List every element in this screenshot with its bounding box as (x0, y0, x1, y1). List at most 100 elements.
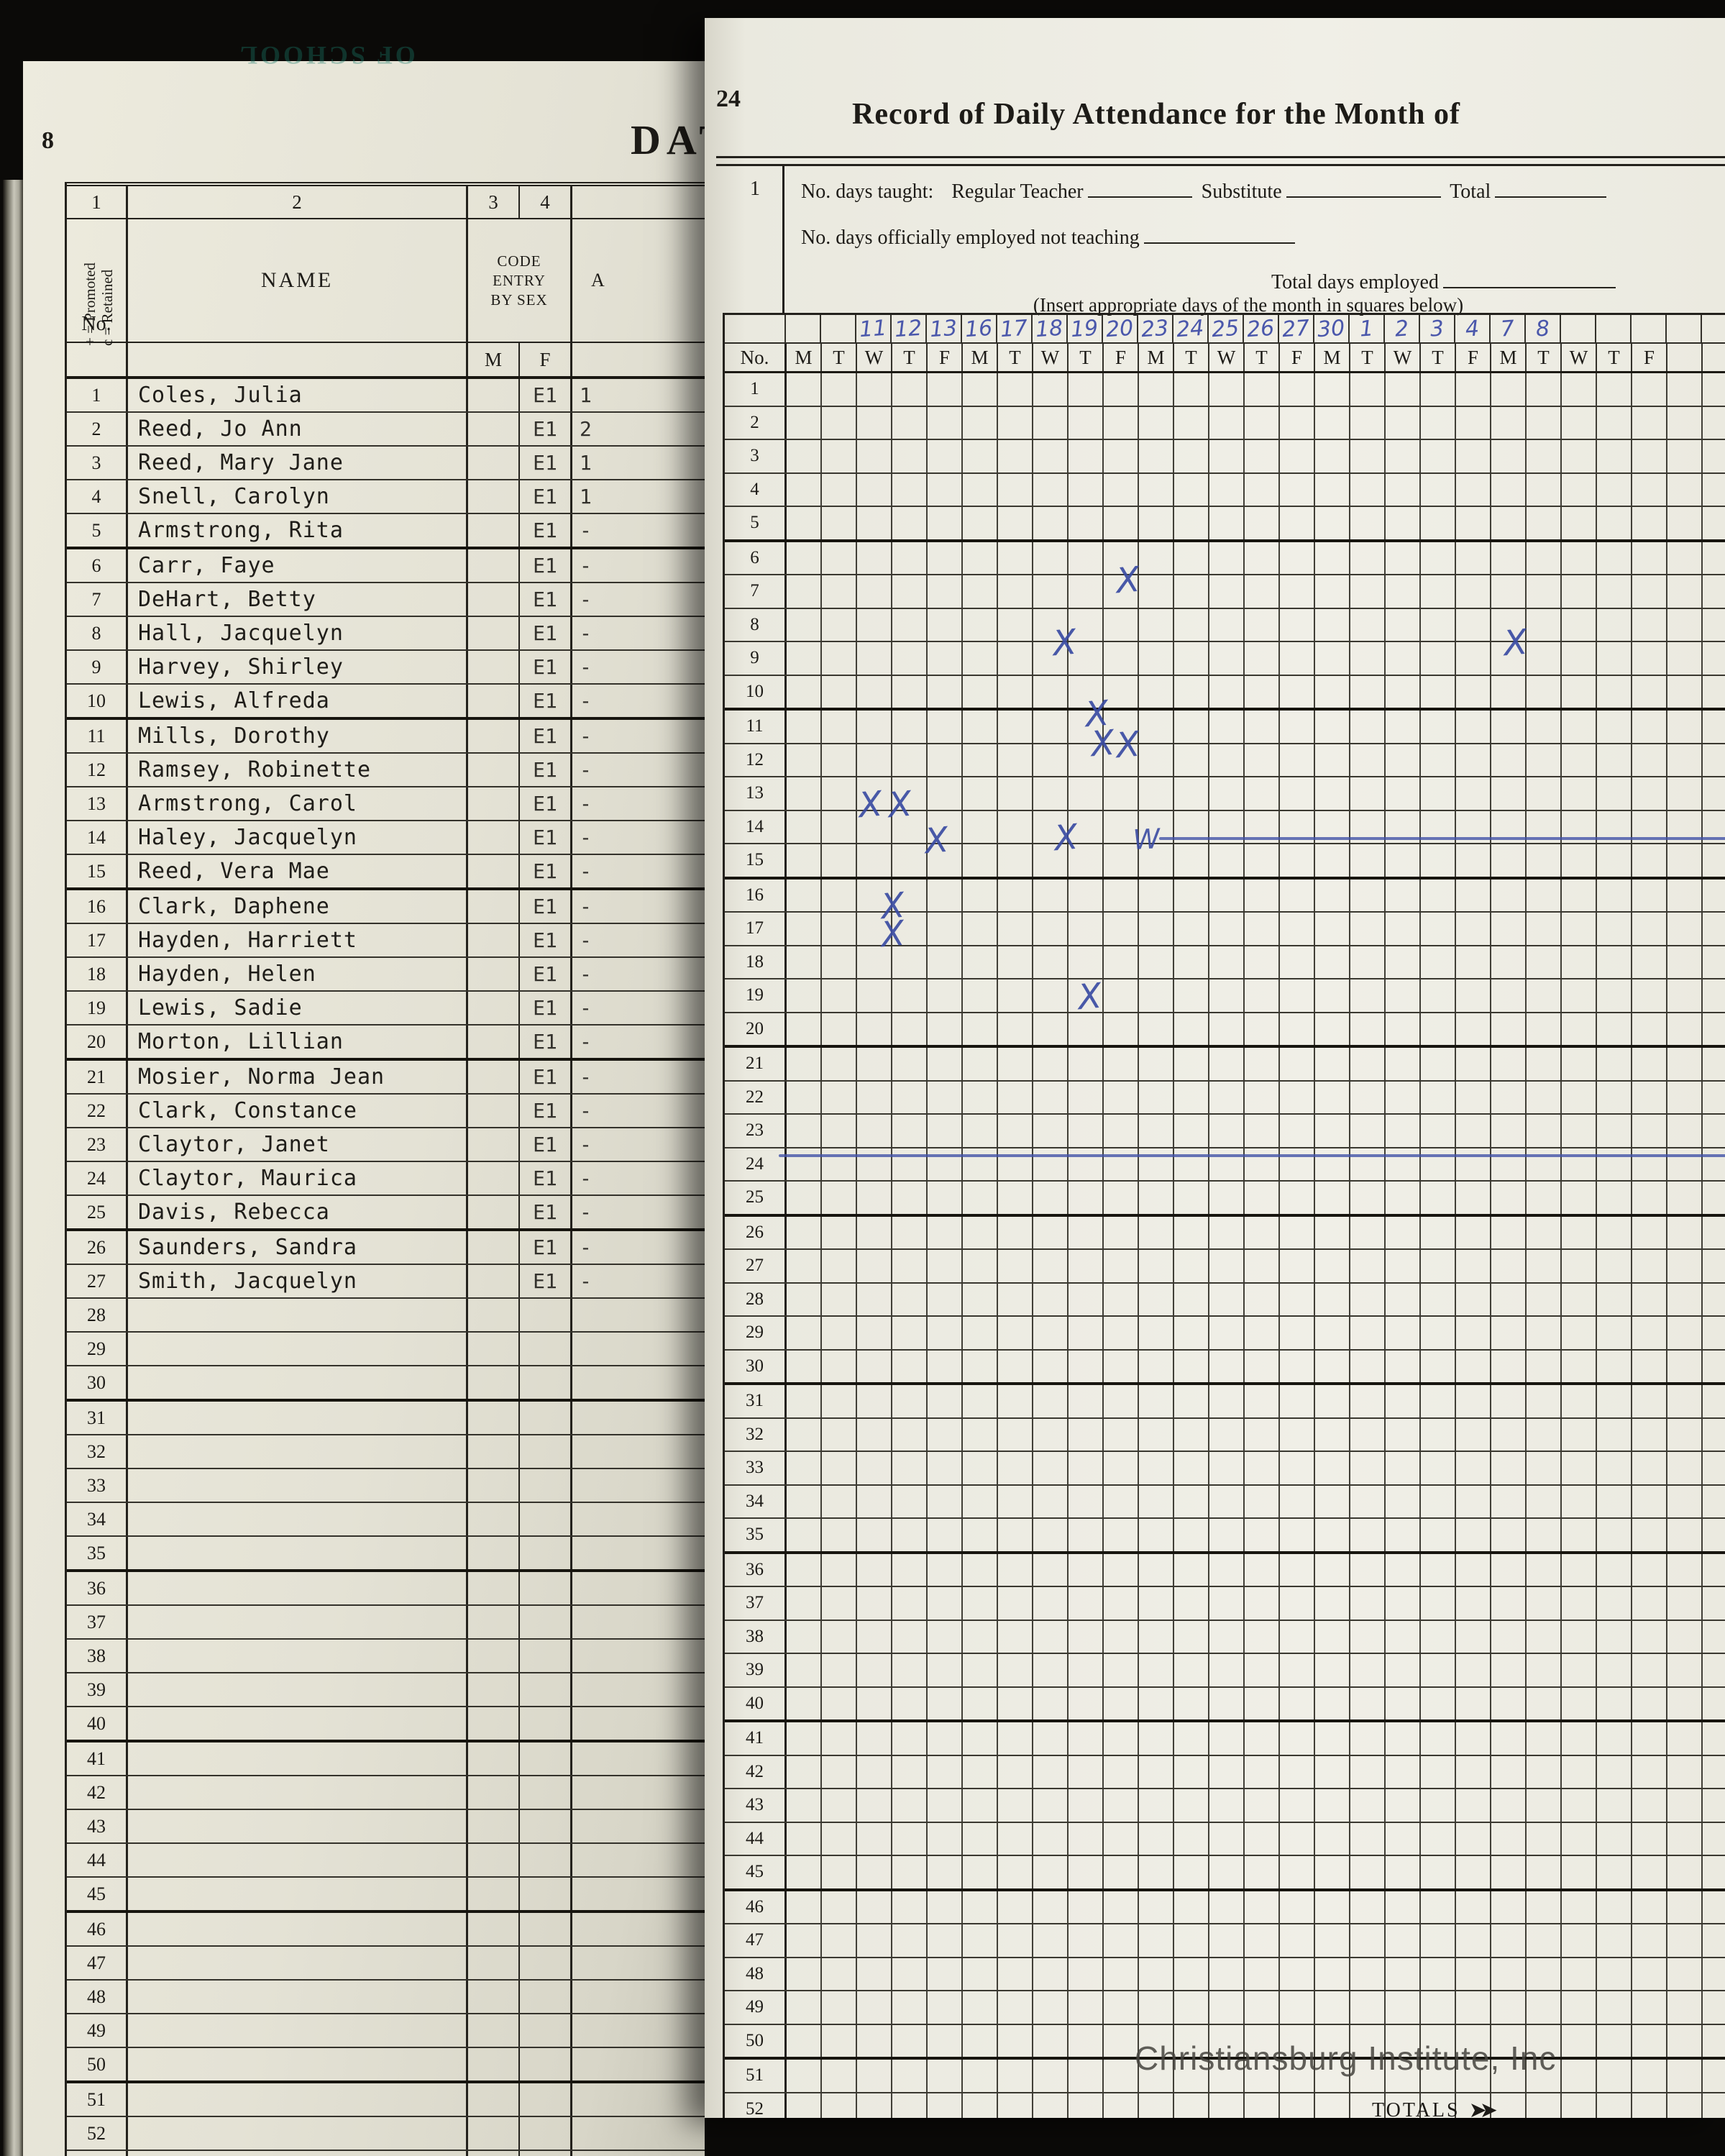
handwritten-date: 26 (1246, 315, 1276, 342)
row-number-cell: 2 (725, 406, 787, 439)
day-cell (1597, 1350, 1632, 1382)
row-number-cell: 2 (67, 413, 128, 445)
day-cell (1667, 1519, 1703, 1551)
day-cell (1527, 1216, 1562, 1248)
day-cell (822, 1250, 857, 1282)
day-cell (1527, 1856, 1562, 1888)
total-days-employed-line: Total days employed (1271, 270, 1620, 294)
day-cell (822, 1620, 857, 1653)
day-cell (1703, 1419, 1725, 1451)
day-cell (1632, 1317, 1667, 1349)
student-name-cell (128, 1981, 468, 2013)
day-cell (928, 406, 963, 439)
row-number-cell: 19 (725, 979, 787, 1012)
day-cell (787, 440, 822, 472)
day-cell (928, 913, 963, 945)
day-cell (1386, 1182, 1421, 1214)
day-cell (787, 608, 822, 641)
day-cell (822, 473, 857, 506)
day-cell (963, 1485, 998, 1517)
day-cell (1315, 1182, 1350, 1214)
day-cell (1527, 1587, 1562, 1620)
day-cell (1386, 608, 1421, 641)
day-cell (822, 1115, 857, 1147)
attendance-row: 50 (725, 2024, 1725, 2060)
day-cell (1280, 1891, 1315, 1923)
day-cell (1350, 608, 1386, 641)
day-cell (1562, 1350, 1597, 1382)
row-number-cell: 32 (67, 1435, 128, 1468)
day-cell (963, 2024, 998, 2057)
day-cell (1209, 1350, 1245, 1382)
weekday-letter: M (1147, 346, 1165, 368)
code-entry-value: E1 (533, 689, 557, 713)
day-cell (1245, 1620, 1280, 1653)
code-female-cell: E1 (520, 1231, 572, 1264)
row-number-cell: 32 (725, 1418, 787, 1451)
student-name-cell (128, 1402, 468, 1434)
register-row: 7 DeHart, Betty E1- (67, 583, 705, 617)
day-cell (1421, 507, 1456, 539)
day-cell (1350, 1350, 1386, 1382)
register-row: 11 Mills, Dorothy E1- (67, 720, 705, 754)
student-name: Hall, Jacquelyn (138, 621, 344, 646)
day-cell (787, 1891, 822, 1923)
day-cell (1209, 879, 1245, 911)
day-cell (1245, 1350, 1280, 1382)
weekday-cell: T (1350, 344, 1386, 371)
day-cell (857, 1350, 892, 1382)
register-row: 3 Reed, Mary Jane E1 1 (67, 447, 705, 480)
row-number-cell: 17 (67, 924, 128, 956)
clipped-header-glyph: A (591, 270, 605, 291)
day-cell (1456, 675, 1491, 708)
day-cell (1421, 1924, 1456, 1957)
weekday-letter: M (1499, 346, 1517, 368)
day-cell (1315, 777, 1350, 810)
day-cell (1667, 1317, 1703, 1349)
day-cell (928, 946, 963, 978)
total-days-employed-blank (1442, 270, 1616, 288)
clipped-column-cell: - (572, 1061, 705, 1093)
day-cell (1350, 1822, 1386, 1855)
day-cell (1491, 1148, 1527, 1180)
day-cell (892, 777, 928, 810)
day-cell (1139, 979, 1174, 1012)
handwritten-date: 17 (999, 315, 1029, 342)
day-cell (822, 1013, 857, 1045)
day-cell (1174, 2024, 1209, 2057)
day-cell (1527, 1485, 1562, 1517)
row-number-cell: 50 (725, 2024, 787, 2057)
day-cell (1386, 1654, 1421, 1686)
day-cell (928, 1115, 963, 1147)
day-cell (1421, 1789, 1456, 1822)
left-page-number: 8 (42, 127, 54, 154)
day-cell (1104, 913, 1139, 945)
day-cell (1245, 777, 1280, 810)
day-cell (998, 373, 1033, 406)
day-cell (857, 1722, 892, 1755)
day-cell (1491, 913, 1527, 945)
day-cell (857, 844, 892, 877)
day-cell (892, 1283, 928, 1315)
day-cell (1069, 1587, 1104, 1620)
day-cell (998, 1350, 1033, 1382)
day-cell (1315, 913, 1350, 945)
attendance-row: 49 (725, 1991, 1725, 2025)
row-number-cell: 7 (67, 583, 128, 616)
section-divider-line (782, 166, 784, 313)
day-cell (1597, 373, 1632, 406)
student-name-cell (128, 1776, 468, 1809)
row-number-cell: 22 (67, 1095, 128, 1127)
right-page-number: 24 (716, 86, 741, 112)
day-cell (857, 542, 892, 574)
day-cell (1386, 1587, 1421, 1620)
day-cell (1069, 608, 1104, 641)
day-cell (1245, 542, 1280, 574)
day-cell (1209, 1789, 1245, 1822)
day-cell (787, 1687, 822, 1719)
day-cell (1033, 1755, 1069, 1788)
left-page-title: DATA (631, 117, 705, 163)
day-cell (1033, 777, 1069, 810)
day-cell (1174, 1958, 1209, 1990)
day-cell (1280, 373, 1315, 406)
